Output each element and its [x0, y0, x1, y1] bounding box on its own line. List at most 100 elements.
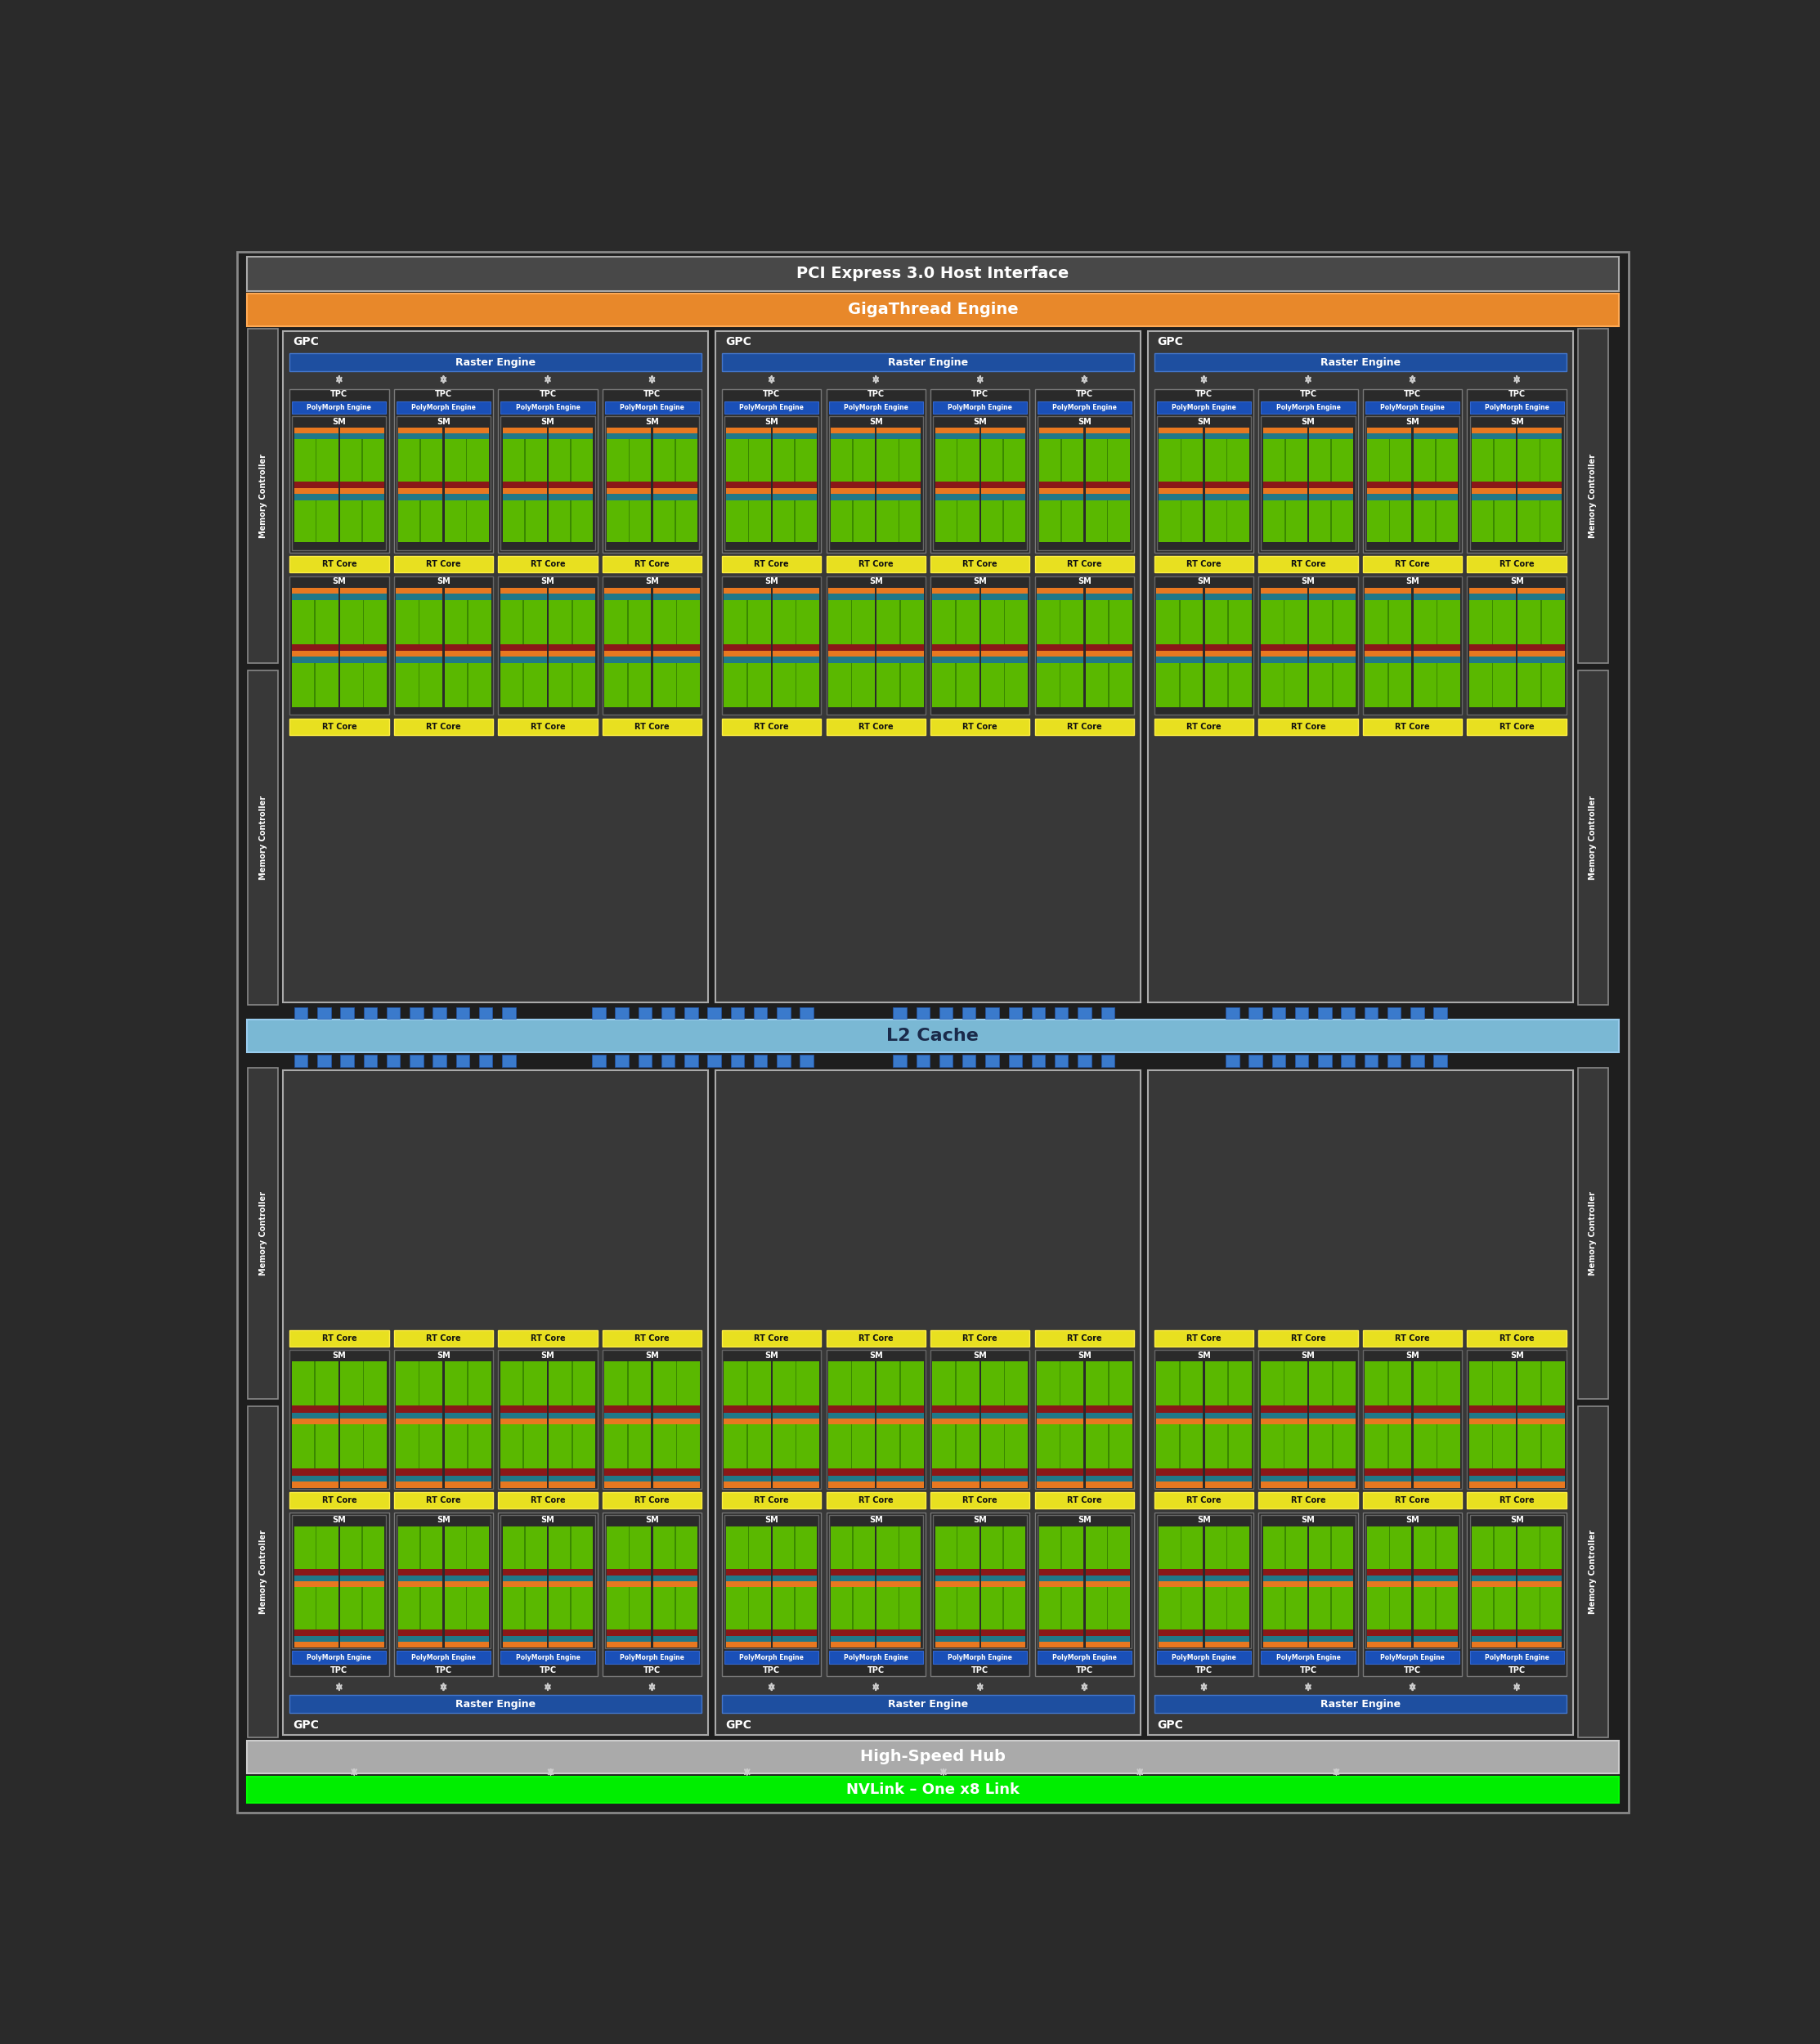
Bar [340, 439, 384, 482]
Text: RT Core: RT Core [1067, 1335, 1101, 1343]
Bar [1309, 489, 1354, 495]
Bar [340, 650, 388, 656]
Bar [340, 644, 388, 650]
Bar [724, 1482, 770, 1488]
Bar [981, 656, 1028, 662]
Bar [1085, 589, 1132, 595]
Text: SM: SM [541, 1351, 555, 1359]
Text: TPC: TPC [331, 390, 348, 399]
Text: SM: SM [646, 417, 659, 425]
Bar [1518, 439, 1562, 482]
Bar [981, 1470, 1028, 1476]
Bar [963, 1008, 976, 1020]
Bar [1261, 401, 1356, 415]
Bar [894, 1008, 906, 1020]
Bar [550, 1641, 593, 1647]
Text: RT Core: RT Core [1500, 560, 1534, 568]
Text: PolyMorph Engine: PolyMorph Engine [1172, 1654, 1236, 1662]
Text: RT Core: RT Core [530, 724, 566, 732]
Bar [602, 1513, 703, 1676]
Bar [499, 1351, 597, 1488]
Bar [1085, 650, 1132, 656]
Bar [1518, 1629, 1562, 1635]
Bar [877, 427, 921, 433]
Bar [291, 599, 339, 644]
Bar [602, 388, 703, 552]
Bar [295, 1635, 339, 1641]
Bar [772, 1425, 819, 1470]
Bar [1037, 589, 1083, 595]
Bar [1518, 1568, 1562, 1576]
Bar [877, 439, 921, 482]
Bar [1205, 1482, 1252, 1488]
Text: SM: SM [541, 417, 555, 425]
Bar [502, 1576, 546, 1582]
Bar [291, 662, 339, 707]
Bar [1467, 719, 1567, 736]
Bar [1518, 656, 1565, 662]
Bar [444, 1641, 488, 1647]
Bar [291, 656, 339, 662]
Bar [592, 1055, 606, 1067]
Bar [606, 433, 652, 439]
Text: PolyMorph Engine: PolyMorph Engine [621, 1654, 684, 1662]
Bar [1036, 388, 1134, 552]
Text: RT Core: RT Core [963, 560, 997, 568]
Bar [1309, 439, 1354, 482]
Text: SM: SM [1405, 417, 1420, 425]
Bar [550, 662, 595, 707]
Bar [639, 1055, 652, 1067]
Bar [1367, 501, 1412, 542]
Bar [479, 1008, 493, 1020]
Bar [1261, 417, 1356, 550]
Bar [1077, 1055, 1092, 1067]
Bar [1363, 388, 1461, 552]
Bar [1263, 1568, 1307, 1576]
Bar [877, 1476, 923, 1482]
Bar [930, 1351, 1030, 1488]
Bar [1518, 501, 1562, 542]
Bar [444, 439, 488, 482]
Bar [1036, 1331, 1134, 1347]
Bar [499, 1513, 597, 1676]
Bar [1365, 656, 1412, 662]
Bar [604, 401, 699, 415]
Bar [1414, 439, 1458, 482]
Bar [1367, 489, 1412, 495]
Bar [501, 589, 546, 595]
Bar [604, 1419, 652, 1425]
Bar [726, 1629, 770, 1635]
Bar [653, 489, 697, 495]
Bar [723, 1694, 1134, 1713]
Bar [501, 1470, 546, 1476]
Bar [981, 1412, 1028, 1419]
Bar [1414, 589, 1460, 595]
Bar [1205, 1419, 1252, 1425]
Bar [604, 589, 652, 595]
Bar [981, 1425, 1028, 1470]
Bar [592, 1008, 606, 1020]
Bar [1518, 427, 1562, 433]
Bar [877, 1419, 923, 1425]
Bar [1085, 1527, 1130, 1568]
Bar [653, 501, 697, 542]
Bar [399, 433, 442, 439]
Bar [877, 1586, 921, 1629]
Bar [1148, 1069, 1572, 1735]
Bar [340, 1419, 388, 1425]
Bar [826, 556, 925, 572]
Text: Memory Controller: Memory Controller [258, 454, 268, 538]
Bar [1259, 556, 1358, 572]
Bar [661, 1055, 675, 1067]
Bar [830, 1527, 875, 1568]
Bar [1156, 595, 1203, 599]
Bar [295, 1586, 339, 1629]
Bar [399, 1576, 442, 1582]
Bar [1101, 1008, 1114, 1020]
Bar [830, 501, 875, 542]
Bar [502, 1527, 546, 1568]
Bar [291, 589, 339, 595]
Bar [828, 662, 875, 707]
Text: TPC: TPC [1196, 390, 1212, 399]
Bar [1205, 1629, 1249, 1635]
